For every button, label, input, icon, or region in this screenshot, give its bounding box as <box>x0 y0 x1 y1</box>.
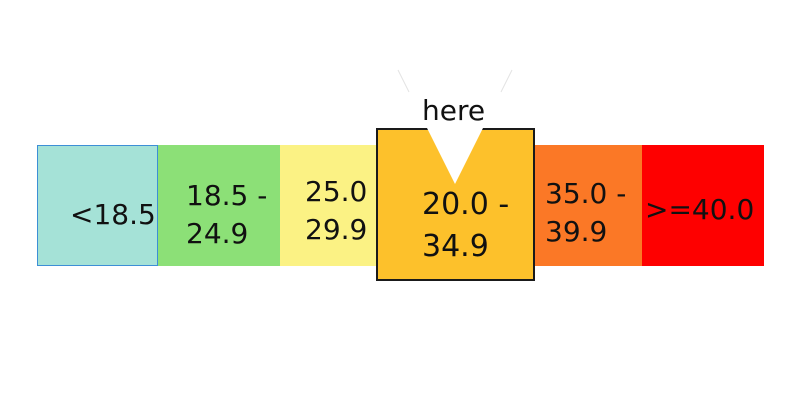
segment-label: <18.5 <box>70 198 156 231</box>
bmi-segment-underweight: <18.5 <box>37 145 158 266</box>
pointer-edge-left <box>397 69 410 93</box>
segment-label: 18.5 - 24.9 <box>186 179 268 250</box>
pointer-arrow-icon <box>397 69 513 184</box>
bmi-segment-normal: 18.5 - 24.9 <box>158 145 280 266</box>
bmi-segment-overweight: 25.0 29.9 <box>280 145 378 266</box>
pointer-triangle <box>398 70 512 184</box>
bmi-segment-obese-3: >=40.0 <box>642 145 764 266</box>
pointer-edge-right <box>500 69 513 93</box>
bmi-segment-obese-2: 35.0 - 39.9 <box>531 145 642 266</box>
segment-label: >=40.0 <box>645 193 755 226</box>
segment-label: 35.0 - 39.9 <box>545 177 627 248</box>
pointer-label: here <box>422 94 486 127</box>
segment-label: 20.0 - 34.9 <box>422 187 510 264</box>
segment-label: 25.0 29.9 <box>305 175 368 246</box>
